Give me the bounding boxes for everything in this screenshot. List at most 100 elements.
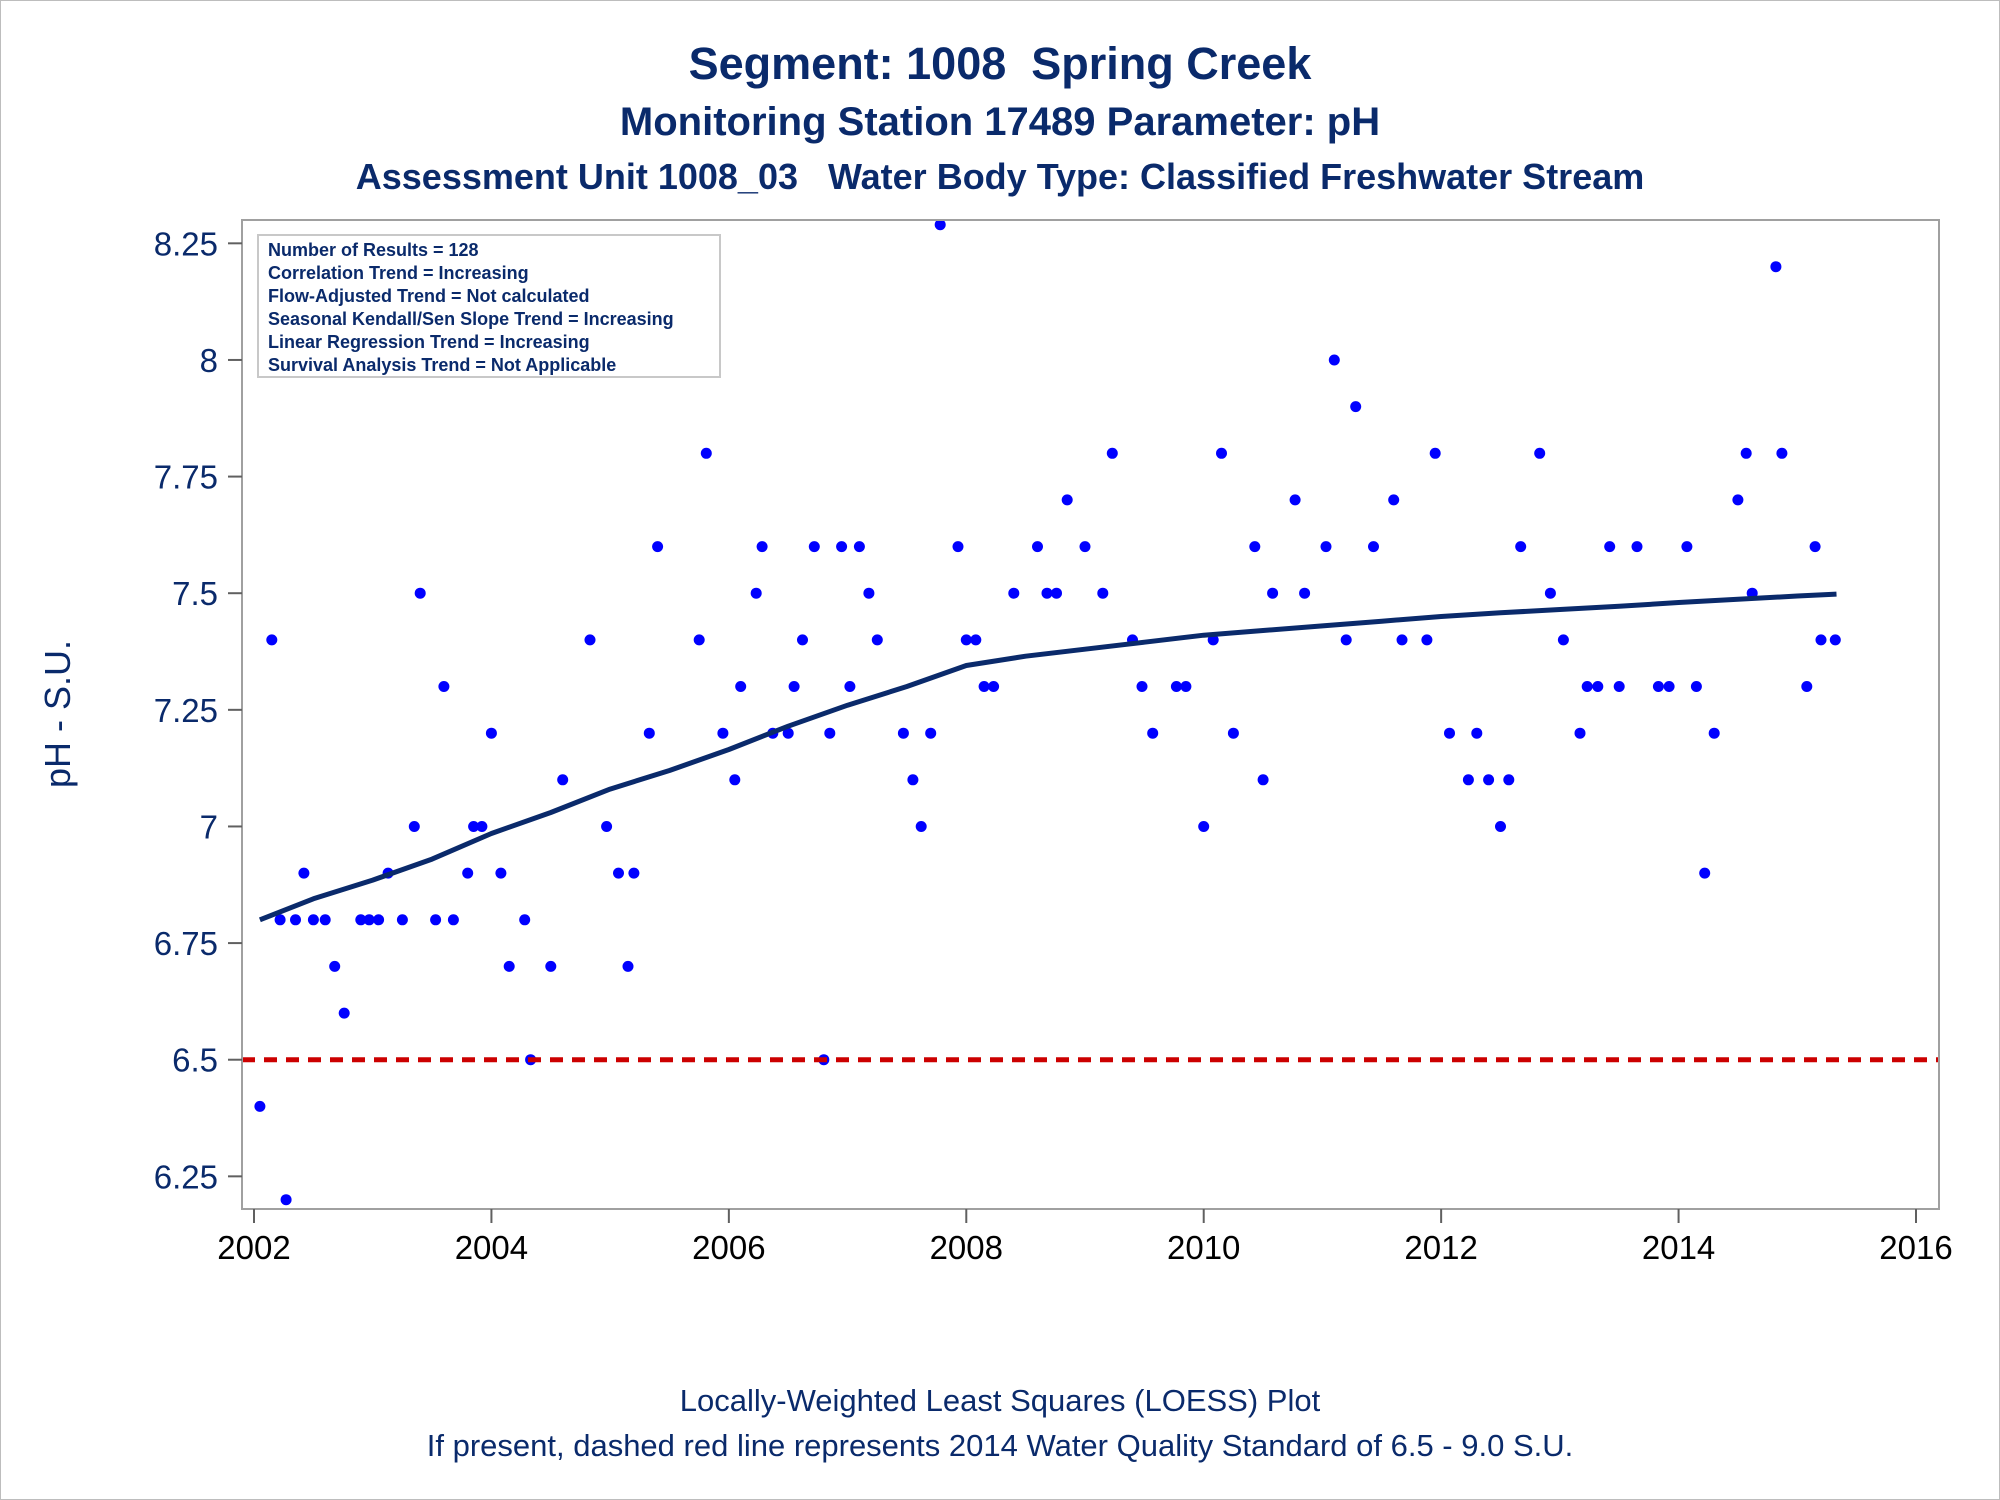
data-point (319, 914, 331, 926)
data-point (408, 821, 420, 832)
data-point (652, 541, 664, 553)
data-point (782, 727, 794, 739)
data-point (1681, 541, 1693, 553)
stats-box-line: Survival Analysis Trend = Not Applicable (268, 355, 616, 375)
stats-box-line: Seasonal Kendall/Sen Slope Trend = Incre… (268, 309, 674, 329)
data-point (1267, 587, 1279, 599)
data-point (447, 914, 459, 926)
data-point (1613, 681, 1625, 692)
data-point (1340, 634, 1352, 646)
data-point (735, 681, 747, 692)
data-point (1604, 541, 1616, 553)
data-point (1503, 774, 1515, 786)
data-point (1136, 681, 1148, 692)
data-point (1147, 727, 1159, 739)
stats-box-border (257, 234, 721, 378)
data-point (844, 681, 856, 692)
data-point (545, 960, 557, 972)
data-point (1170, 681, 1182, 692)
data-point (1106, 447, 1118, 459)
data-point (329, 960, 341, 972)
data-point (1544, 587, 1556, 599)
data-point (1462, 774, 1474, 786)
data-point (1471, 727, 1483, 739)
data-point (1690, 681, 1702, 692)
data-point (824, 727, 836, 739)
data-points (254, 219, 1841, 1206)
data-point (925, 727, 937, 739)
data-point (628, 867, 640, 879)
data-point (601, 821, 613, 832)
data-point (717, 727, 729, 739)
data-point (1396, 634, 1408, 646)
y-tick-label: 8 (200, 342, 218, 379)
data-point (1097, 587, 1109, 599)
data-point (1495, 821, 1506, 832)
chart-subtitle-2: Assessment Unit 1008_03 Water Body Type:… (355, 156, 1645, 197)
data-point (1581, 681, 1593, 692)
data-point (1368, 541, 1379, 553)
data-point (907, 774, 919, 786)
data-point (363, 914, 375, 926)
data-point (438, 681, 450, 692)
data-point (1557, 634, 1569, 646)
data-point (290, 914, 301, 926)
footnote-1: Locally-Weighted Least Squares (LOESS) P… (679, 1383, 1321, 1418)
data-point (1421, 634, 1433, 646)
data-point (254, 1100, 266, 1112)
data-point (808, 541, 820, 553)
data-point (557, 774, 569, 786)
data-point (280, 1194, 292, 1206)
data-point (1829, 634, 1841, 646)
data-point (476, 821, 488, 832)
data-point (863, 587, 875, 599)
data-point (1227, 727, 1239, 739)
data-point (1320, 541, 1332, 553)
data-point (934, 219, 946, 231)
x-tick-label: 2014 (1642, 1229, 1715, 1266)
data-point (970, 634, 982, 646)
x-tick-label: 2016 (1879, 1229, 1952, 1266)
data-point (1708, 727, 1720, 739)
data-point (897, 727, 909, 739)
data-point (1663, 681, 1675, 692)
data-point (1257, 774, 1269, 786)
data-point (1444, 727, 1455, 739)
data-point (1061, 494, 1073, 506)
data-point (1770, 261, 1782, 273)
data-point (298, 867, 310, 879)
chart-title: Segment: 1008 Spring Creek (688, 38, 1312, 89)
data-point (960, 634, 972, 646)
y-tick-label: 7.25 (154, 692, 218, 729)
data-point (462, 867, 474, 879)
data-point (468, 821, 480, 832)
data-point (414, 587, 426, 599)
data-point (988, 681, 1000, 692)
data-point (430, 914, 442, 926)
data-point (373, 914, 385, 926)
data-point (693, 634, 705, 646)
data-point (1032, 541, 1043, 553)
data-point (1809, 541, 1821, 553)
y-tick-label: 7.5 (172, 575, 218, 612)
data-point (978, 681, 990, 692)
y-axis-label: pH - S.U. (37, 640, 78, 788)
y-tick-label: 8.25 (154, 225, 218, 262)
data-point (519, 914, 531, 926)
data-point (1515, 541, 1527, 553)
data-point (1652, 681, 1664, 692)
data-point (1328, 354, 1340, 366)
data-point (1289, 494, 1301, 506)
data-point (1483, 774, 1495, 786)
loess-curve-group (258, 591, 1837, 923)
data-point (307, 914, 319, 926)
axes: 6.25 6.5 6.75 7 7.25 7.5 7.75 8 8.25 2002 2004 2006… (154, 225, 1953, 1266)
stats-box-line: Number of Results = 128 (268, 240, 479, 260)
stats-box: Number of Results = 128 Correlation Trend… (257, 234, 721, 378)
data-point (1699, 867, 1711, 879)
data-point (756, 541, 768, 553)
data-point (274, 914, 286, 926)
loess-line (258, 591, 1837, 923)
x-tick-label: 2010 (1167, 1229, 1240, 1266)
